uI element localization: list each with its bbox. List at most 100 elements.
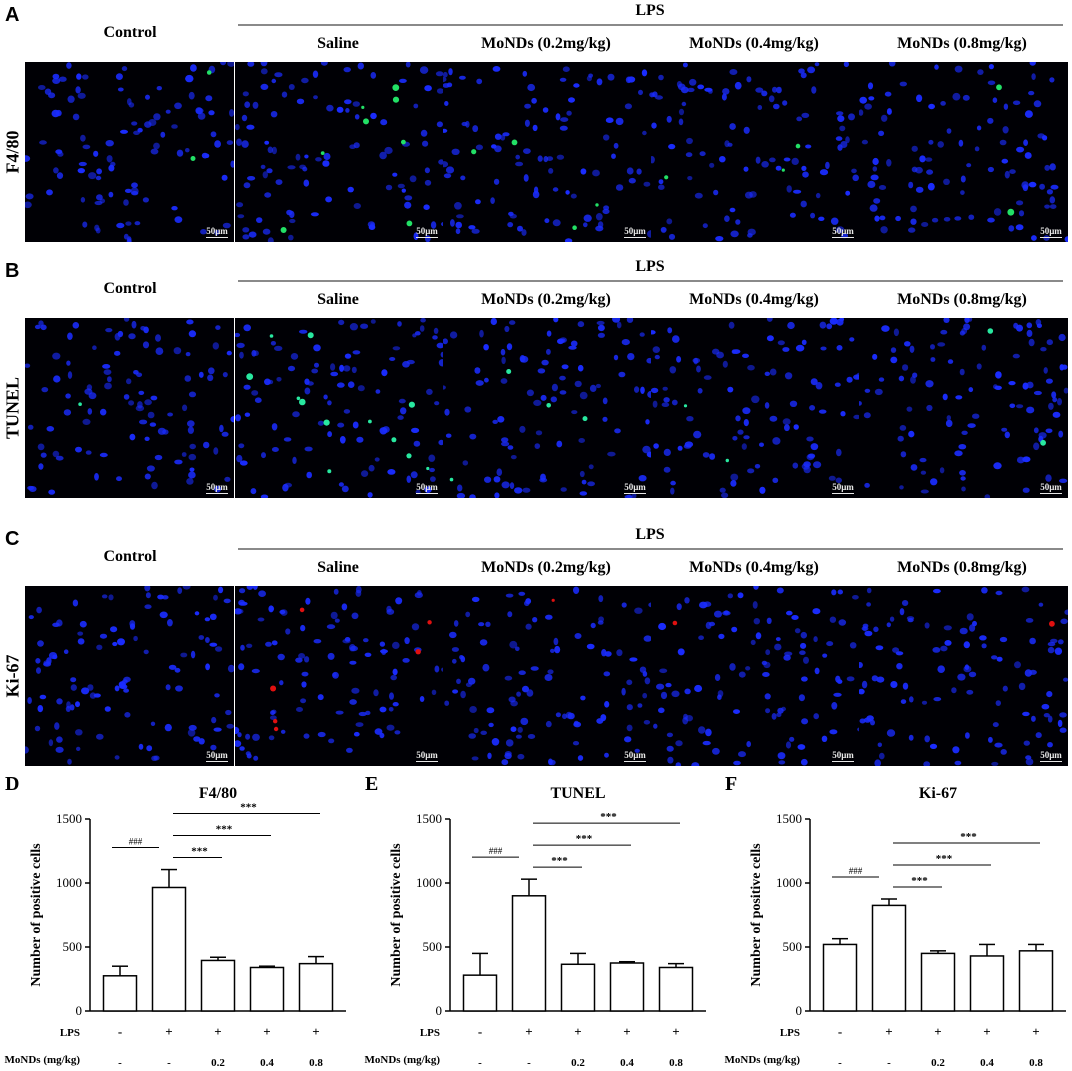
- bar: [560, 963, 596, 1012]
- scale-bar: 50μm: [832, 482, 854, 494]
- nucleus-dot: [53, 375, 61, 383]
- nucleus-dot: [1040, 347, 1047, 352]
- nucleus-dot: [579, 491, 588, 496]
- positive-cell-dot: [327, 469, 332, 474]
- nucleus-dot: [96, 168, 102, 175]
- nucleus-dot: [351, 687, 360, 694]
- scale-bar-line: [832, 761, 854, 762]
- nucleus-dot: [151, 755, 158, 761]
- nucleus-dot: [802, 171, 809, 178]
- nucleus-dot: [612, 318, 621, 323]
- nucleus-dot: [659, 668, 668, 674]
- positive-cell-dot: [506, 369, 512, 374]
- nucleus-dot: [226, 350, 232, 356]
- nucleus-dot: [392, 346, 401, 351]
- significance-label: ***: [600, 811, 617, 823]
- nucleus-dot: [174, 459, 183, 465]
- nucleus-dot: [819, 169, 829, 176]
- nucleus-dot: [1041, 703, 1050, 710]
- nucleus-dot: [174, 667, 181, 673]
- nucleus-dot: [910, 218, 917, 225]
- nucleus-dot: [616, 649, 623, 657]
- nucleus-dot: [213, 727, 222, 732]
- nucleus-dot: [732, 436, 738, 441]
- nucleus-dot: [937, 342, 946, 347]
- nucleus-dot: [562, 713, 567, 720]
- positive-cell-dot: [368, 419, 372, 424]
- nucleus-dot: [102, 364, 111, 369]
- nucleus-dot: [573, 83, 580, 88]
- nucleus-dot: [810, 212, 816, 219]
- nucleus-dot: [668, 143, 676, 150]
- nucleus-dot: [193, 736, 201, 742]
- nucleus-dot: [428, 454, 436, 462]
- nucleus-dot: [25, 155, 31, 162]
- nucleus-dot: [37, 705, 44, 713]
- micrograph-image: [235, 62, 444, 242]
- nucleus-dot: [1014, 661, 1021, 669]
- nucleus-dot: [77, 638, 85, 645]
- nucleus-dot: [771, 713, 777, 720]
- nucleus-dot: [793, 189, 802, 194]
- nucleus-dot: [88, 172, 97, 180]
- nucleus-dot: [769, 415, 778, 422]
- nucleus-dot: [464, 406, 472, 413]
- significance-label: ***: [216, 824, 233, 836]
- nucleus-dot: [835, 477, 842, 484]
- nucleus-dot: [699, 601, 708, 609]
- nucleus-dot: [218, 586, 224, 594]
- nucleus-dot: [722, 610, 731, 616]
- nucleus-dot: [731, 349, 737, 354]
- nucleus-dot: [460, 175, 466, 181]
- nucleus-dot: [66, 701, 71, 709]
- nucleus-dot: [703, 375, 712, 380]
- scale-bar-label: 50μm: [1040, 482, 1062, 492]
- column-label: MoNDs (0.8mg/kg): [897, 559, 1027, 576]
- nucleus-dot: [445, 166, 455, 174]
- nucleus-dot: [522, 685, 529, 693]
- micrograph: 50μm: [859, 62, 1068, 242]
- column-label: MoNDs (0.4mg/kg): [689, 559, 819, 576]
- nucleus-dot: [530, 666, 539, 671]
- nucleus-dot: [424, 167, 430, 174]
- nucleus-dot: [676, 356, 682, 363]
- nucleus-dot: [759, 442, 764, 447]
- nucleus-dot: [805, 144, 812, 149]
- nucleus-dot: [574, 380, 582, 388]
- nucleus-dot: [260, 164, 266, 169]
- nucleus-dot: [55, 455, 64, 461]
- nucleus-dot: [643, 181, 651, 187]
- nucleus-dot: [431, 689, 437, 695]
- nucleus-dot: [909, 696, 914, 703]
- nucleus-dot: [150, 395, 158, 401]
- nucleus-dot: [573, 586, 580, 594]
- monds-value: 0.2: [931, 1057, 945, 1066]
- nucleus-dot: [155, 347, 164, 355]
- nucleus-dot: [245, 751, 251, 756]
- nucleus-dot: [300, 698, 307, 704]
- nucleus-dot: [866, 715, 874, 722]
- nucleus-dot: [80, 197, 86, 203]
- nucleus-dot: [87, 408, 93, 415]
- nucleus-dot: [275, 179, 283, 185]
- monds-value: 0.8: [669, 1057, 683, 1066]
- nucleus-dot: [96, 644, 103, 650]
- nucleus-dot: [190, 64, 197, 72]
- nucleus-dot: [960, 175, 966, 183]
- bar-chart: F Ki-67 Number of positive cells 0 500 1000 15…: [720, 766, 1072, 1069]
- nucleus-dot: [261, 452, 266, 459]
- positive-cell-dot: [426, 466, 430, 471]
- nucleus-dot: [345, 108, 350, 113]
- nucleus-dot: [123, 318, 130, 322]
- nucleus-dot: [671, 690, 680, 698]
- nucleus-dot: [765, 708, 771, 714]
- monds-value: 0.4: [980, 1057, 994, 1066]
- nucleus-dot: [959, 368, 965, 376]
- nucleus-dot: [993, 462, 1002, 470]
- nucleus-dot: [238, 663, 245, 671]
- scale-bar-line: [832, 237, 854, 238]
- nucleus-dot: [925, 157, 933, 162]
- nucleus-dot: [82, 221, 88, 228]
- nucleus-dot: [745, 666, 751, 671]
- y-axis-label: Number of positive cells: [389, 843, 404, 987]
